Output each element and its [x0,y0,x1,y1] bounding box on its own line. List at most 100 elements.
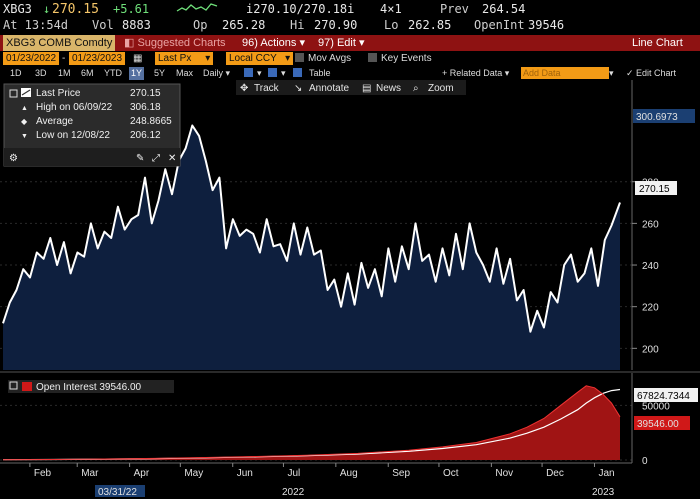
suggested-charts-button[interactable]: ◧ Suggested Charts [124,35,226,51]
annotate-button[interactable]: Annotate [309,83,349,94]
stats-collapse-icon[interactable] [9,89,18,98]
open-label: Op [193,18,208,32]
period-6m[interactable]: 6M [81,68,94,78]
move-icon[interactable]: ⤢ [152,153,160,164]
price-tick-label: 220 [642,303,659,314]
period-max[interactable]: Max [176,68,194,78]
x-month-label: Oct [443,468,459,479]
line-chart-type-icon[interactable] [244,67,253,80]
x-year-label: 2022 [282,487,305,498]
chart-area[interactable]: 200220240260280 ✥ Track ↘ Annotate ▤ New… [0,80,700,499]
x-month-label: Nov [495,468,513,479]
stats-last-value: 270.15 [130,88,161,99]
table-toggle[interactable] [293,67,302,80]
high-marker-icon: ▲ [21,105,28,112]
mov-avgs-toggle[interactable]: Mov Avgs [295,52,351,66]
x-month-label: Mar [81,468,99,479]
legend-bg [8,380,174,393]
period-1y[interactable]: 1Y [129,67,145,80]
x-month-label: Aug [340,468,358,479]
field-select-value: Last Px [158,53,192,64]
stats-average-label: Average [36,116,74,127]
pin-icon[interactable]: ✎ [136,153,144,164]
x-month-label: Jul [287,468,300,479]
prev-value: 264.54 [482,2,526,16]
open-interest-legend: Open Interest 39546.00 [8,380,174,393]
toolbar-row-1: 01/23/2022 - 01/23/2023 ▦ Last Px ▾ Loca… [0,52,700,66]
frequency-select[interactable]: Daily ▾ [203,67,230,80]
chart-type-chevron-icon[interactable]: ▾ [257,68,262,78]
quote-row-1: XBG3 ↓ 270.15 +5.61 i270.10/270.18i 4×1 … [0,1,700,18]
period-3d[interactable]: 3D [35,68,47,78]
x-month-label: Apr [134,468,150,479]
bar-type-chevron-icon[interactable]: ▾ [281,68,286,78]
date-highlight-label: 03/31/22 [98,487,137,498]
price-tick-label: 200 [642,344,659,355]
key-events-label: Key Events [381,53,432,64]
settings-icon[interactable]: ⚙ [9,153,18,164]
close-icon[interactable]: ✕ [168,153,176,164]
actions-menu[interactable]: 96) Actions ▾ [242,37,305,49]
track-icon: ✥ [240,83,248,94]
date-highlight-bg [95,485,145,497]
period-1m[interactable]: 1M [58,68,71,78]
open-interest-value: 39546 [528,18,565,32]
high-label: Hi [290,18,305,32]
security-field[interactable]: XBG3 COMB Comdty [3,35,116,51]
add-data-chevron-icon[interactable]: ▾ [609,68,614,78]
price-tick-label: 260 [642,219,659,230]
x-month-label: Feb [34,468,52,479]
related-data-menu[interactable]: + Related Data ▾ [442,68,510,78]
oi-high-badge-bg [634,388,698,402]
table-checkbox-icon [293,68,302,77]
price-tick-label: 240 [642,261,659,272]
checkbox-icon [368,53,377,62]
x-month-label: Jun [237,468,253,479]
frequency-value: Daily [203,68,224,78]
oi-tick-label: 0 [642,456,648,467]
edit-menu[interactable]: 97) Edit ▾ [318,37,365,49]
price-line [2,124,621,333]
bar-chart-type-icon[interactable] [268,67,277,80]
high-badge-bg [633,109,695,123]
last-price: 270.15 [52,2,99,17]
price-axis-ticks: 200220240260280 [632,178,659,355]
high-badge-text: 300.6973 [636,112,678,123]
key-events-toggle[interactable]: Key Events [368,52,432,66]
start-date-input[interactable]: 01/23/2022 [3,52,60,65]
suggested-charts-label: Suggested Charts [137,37,226,49]
last-trade-time: At 13:54d [3,18,69,32]
period-1d[interactable]: 1D [10,68,22,78]
date-separator: - [62,53,66,64]
field-select[interactable]: Last Px ▾ [155,52,214,65]
low-value: 262.85 [408,18,452,32]
oi-tick-label: 50000 [642,401,670,412]
mov-avgs-label: Mov Avgs [308,53,352,64]
chart-tools: ✥ Track ↘ Annotate ▤ News ⌕ Zoom [236,80,466,95]
x-year-label: 2023 [592,487,615,498]
last-price-badge: 270.15 [635,181,677,195]
suggested-charts-icon: ◧ [124,37,138,49]
calendar-icon[interactable]: ▦ [133,53,143,64]
add-data-input[interactable]: Add Data [521,67,609,79]
news-button[interactable]: News [376,83,401,94]
edit-chart-button[interactable]: ✓ Edit Chart [626,68,677,78]
last-price-badge-text: 270.15 [639,184,670,195]
currency-select[interactable]: Local CCY ▾ [226,52,294,65]
chart-title: Line Chart [632,37,683,49]
table-label[interactable]: Table [309,68,331,78]
period-ytd[interactable]: YTD [104,68,122,78]
vol-label: Vol [92,18,114,32]
period-5y[interactable]: 5Y [154,68,166,78]
price-series-group [2,124,621,370]
zoom-button[interactable]: Zoom [428,83,454,94]
quote-row-2: At 13:54d Vol 8883 Op 265.28 Hi 270.90 L… [0,17,700,34]
legend-collapse-icon[interactable] [9,381,18,390]
end-date-input[interactable]: 01/23/2023 [69,52,126,65]
stats-low-label: Low on 12/08/22 [36,130,110,141]
last-price-swatch-line [21,89,31,96]
currency-select-value: Local CCY [229,53,277,64]
checkbox-icon [295,53,304,62]
track-button[interactable]: Track [254,83,280,94]
x-axis-labels: Feb Mar Apr May Jun Jul Aug Sep Oct Nov Dec Jan 2022… [29,463,615,498]
